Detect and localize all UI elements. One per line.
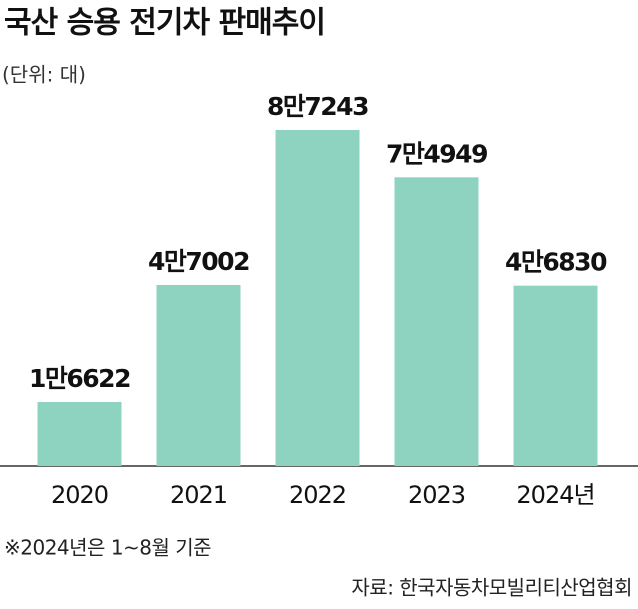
bar: [37, 401, 122, 466]
value-label: 8만7243: [267, 92, 368, 121]
value-label: 7만4949: [386, 139, 487, 168]
value-label: 4만6830: [505, 248, 607, 277]
x-tick-label: 2022: [289, 481, 346, 509]
x-tick-label: 2024년: [516, 481, 594, 509]
x-tick-label: 2023: [408, 481, 465, 509]
value-label: 1만6622: [29, 364, 130, 393]
x-tick-label: 2021: [170, 481, 227, 509]
source: 자료: 한국자동차모빌리티산업협회: [351, 576, 632, 600]
note: ※2024년은 1~8월 기준: [4, 536, 211, 560]
bar: [394, 177, 479, 466]
x-tick-label: 2020: [51, 481, 108, 509]
bar: [275, 130, 360, 466]
chart-subtitle: (단위: 대): [2, 63, 86, 87]
bar: [156, 284, 241, 466]
chart-title: 국산 승용 전기차 판매추이: [4, 6, 325, 41]
value-label: 4만7002: [148, 247, 249, 276]
bar: [513, 285, 598, 466]
